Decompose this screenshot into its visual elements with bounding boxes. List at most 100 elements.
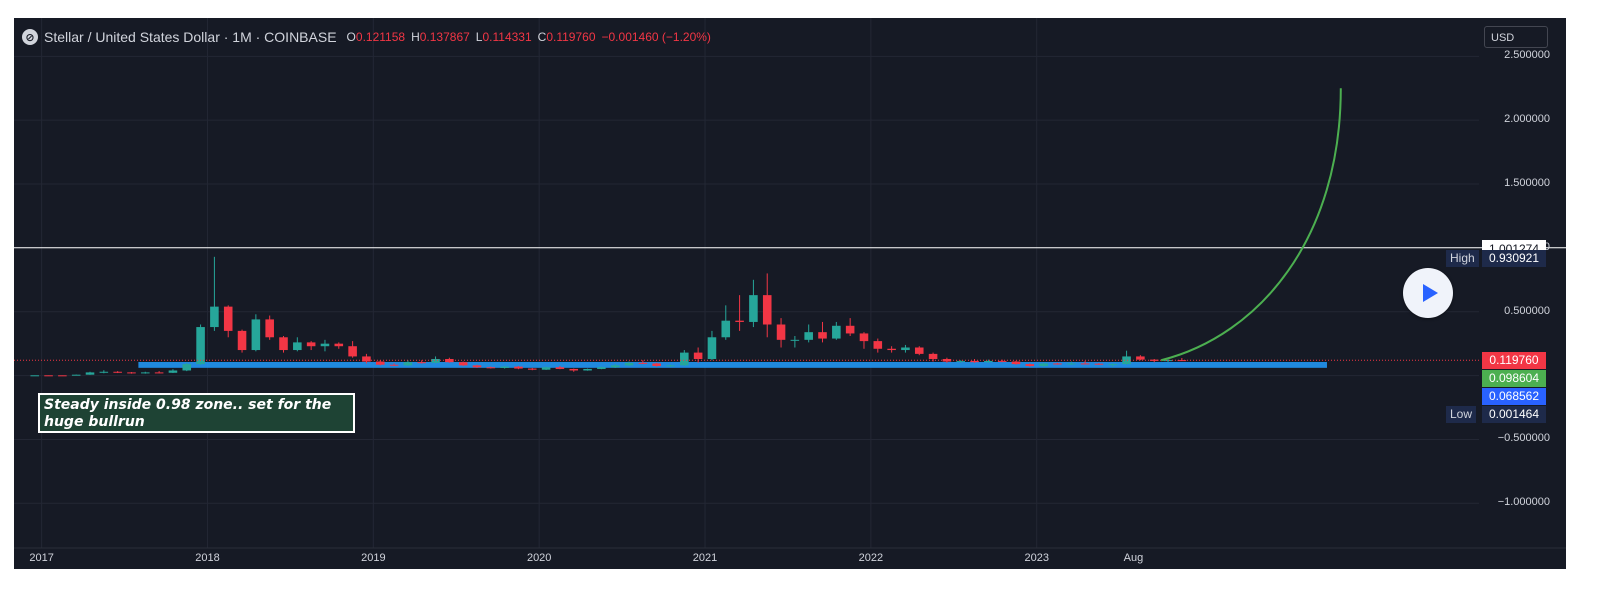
candle-body: [1080, 363, 1090, 365]
candle-body: [279, 337, 288, 351]
ohlc-values: O0.121158 H0.137867 L0.114331 C0.119760: [347, 30, 602, 44]
candle-body: [30, 375, 40, 377]
candle-body: [942, 358, 952, 362]
candle-body: [472, 365, 482, 368]
candle-body: [71, 374, 81, 376]
x-tick-label: 2018: [195, 552, 220, 564]
candle-body: [555, 367, 565, 369]
ohlc-value: 0.137867: [419, 30, 470, 44]
candle-body: [1163, 360, 1173, 362]
candle-body: [832, 325, 841, 339]
candle-body: [776, 324, 786, 340]
candle-body: [680, 352, 689, 366]
candle-body: [997, 360, 1007, 362]
candle-body: [196, 327, 205, 365]
candle-body: [624, 362, 634, 366]
candle-body: [113, 371, 122, 373]
candle-body: [58, 375, 67, 377]
candle-body: [583, 368, 592, 371]
candle-body: [859, 333, 869, 342]
annotation-callout[interactable]: Steady inside 0.98 zone.. set for the hu…: [38, 393, 355, 433]
candle-body: [928, 353, 938, 359]
chart-frame[interactable]: ⊘ Stellar / United States Dollar · 1M · …: [14, 18, 1566, 569]
x-tick-label: 2017: [29, 552, 54, 564]
y-tick-label: 2.000000: [1504, 113, 1550, 126]
candle-body: [790, 339, 800, 341]
candle-body: [818, 332, 827, 339]
candle-body: [956, 360, 966, 362]
candle-body: [334, 343, 344, 347]
candle-body: [251, 319, 261, 351]
candle-body: [887, 348, 896, 351]
low-tag: Low: [1446, 406, 1477, 424]
candle-body: [749, 295, 758, 322]
candle-body: [610, 365, 620, 368]
candle-body: [403, 362, 413, 366]
y-tick-label: 2.500000: [1504, 49, 1550, 62]
ohlc-h: H0.137867: [411, 30, 470, 44]
candle-body: [1053, 363, 1062, 365]
candle-body: [375, 361, 385, 365]
candle-body: [306, 342, 316, 347]
high-price-label: 0.930921: [1482, 249, 1546, 267]
candle-body: [1067, 363, 1076, 365]
x-tick-label: 2020: [526, 552, 552, 564]
price-chart[interactable]: [14, 18, 1566, 569]
close-price-label: 0.119760: [1482, 352, 1546, 370]
y-tick-label: −1.000000: [1497, 496, 1550, 509]
price-change: −0.001460 (−1.20%): [601, 30, 711, 44]
candle-body: [707, 337, 717, 359]
candle-body: [638, 362, 648, 364]
candle-body: [141, 372, 150, 374]
candle-body: [154, 372, 164, 374]
candle-body: [1136, 356, 1145, 360]
candle-body: [210, 306, 219, 328]
zone-top-price-label: 0.098604: [1482, 370, 1546, 388]
candle-body: [666, 365, 675, 367]
candle-body: [514, 366, 523, 369]
candle-body: [458, 362, 468, 366]
high-tag: High: [1446, 249, 1479, 267]
x-tick-label: Aug: [1123, 552, 1144, 564]
candle-body: [127, 372, 136, 374]
x-tick-label: 2019: [361, 552, 386, 564]
y-tick-label: 1.500000: [1504, 177, 1550, 190]
play-icon: [1423, 284, 1438, 302]
currency-button[interactable]: USD: [1484, 26, 1548, 48]
y-tick-label: −0.500000: [1497, 432, 1550, 445]
candle-body: [182, 364, 192, 371]
ohlc-o: O0.121158: [347, 30, 406, 44]
stellar-logo-icon: ⊘: [22, 29, 38, 45]
candle-body: [693, 352, 703, 359]
candle-body: [320, 343, 330, 347]
candle-body: [417, 362, 426, 364]
ohlc-key: L: [475, 30, 483, 44]
candle-body: [901, 347, 910, 351]
candle-body: [237, 330, 247, 351]
ohlc-value: 0.119760: [546, 30, 596, 44]
candle-body: [265, 319, 274, 338]
candle-body: [348, 346, 357, 357]
candle-body: [762, 295, 772, 325]
candle-body: [1025, 364, 1035, 367]
ohlc-value: 0.121158: [355, 30, 406, 44]
candle-body: [527, 368, 537, 370]
symbol-title[interactable]: Stellar / United States Dollar · 1M · CO…: [44, 29, 337, 45]
candle-body: [1122, 356, 1131, 365]
candle-body: [914, 347, 924, 354]
candle-body: [970, 360, 979, 363]
projection-curve: [1160, 88, 1342, 362]
ohlc-key: O: [346, 30, 356, 44]
candle-body: [597, 367, 606, 369]
play-button[interactable]: [1403, 268, 1453, 318]
ohlc-key: H: [411, 30, 420, 44]
candle-body: [1039, 363, 1048, 367]
x-tick-label: 2022: [858, 552, 884, 564]
candle-body: [873, 341, 883, 349]
candle-body: [804, 332, 813, 340]
candle-body: [362, 356, 371, 362]
y-tick-label: 0.500000: [1504, 304, 1550, 317]
ohlc-c: C0.119760: [538, 30, 596, 44]
support-zone: [138, 361, 1327, 368]
candle-body: [168, 370, 178, 373]
